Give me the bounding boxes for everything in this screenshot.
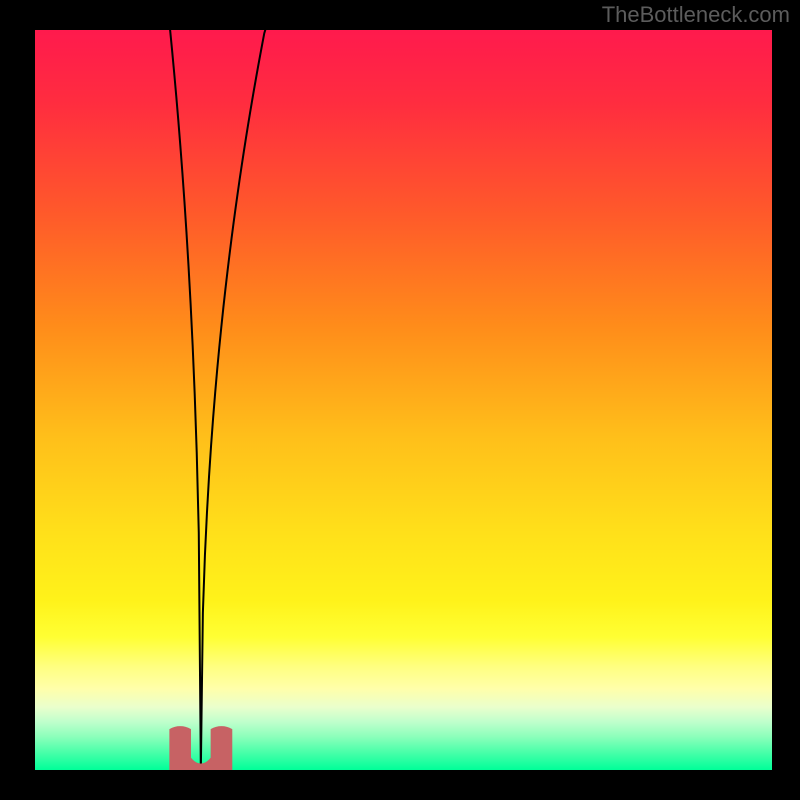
chart-background (35, 30, 772, 770)
attribution-text: TheBottleneck.com (602, 2, 790, 28)
plot-area (35, 30, 772, 770)
chart-frame: TheBottleneck.com (0, 0, 800, 800)
chart-svg (35, 30, 772, 770)
